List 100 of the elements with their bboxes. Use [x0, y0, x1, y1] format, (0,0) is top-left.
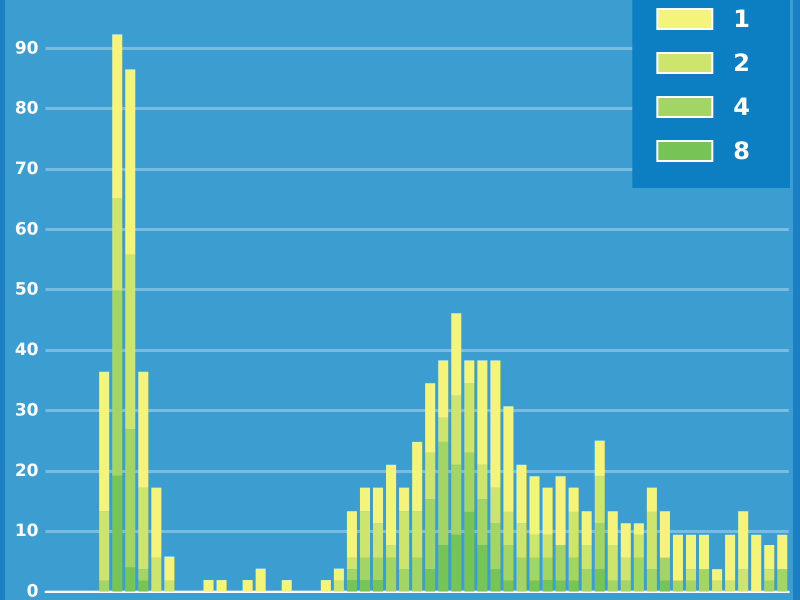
- bar: [516, 523, 526, 558]
- bar: [399, 511, 410, 570]
- bar: [373, 488, 384, 524]
- bar: [660, 511, 670, 558]
- bar: [751, 534, 762, 592]
- bar: [386, 545, 396, 558]
- bar: [594, 440, 605, 476]
- bar: [712, 569, 722, 581]
- bar: [777, 569, 788, 592]
- bar: [360, 488, 370, 512]
- bar: [686, 569, 696, 581]
- bar: [320, 580, 331, 592]
- bar: [556, 580, 566, 592]
- bar: [112, 290, 122, 476]
- bar: [529, 534, 540, 558]
- bar: [660, 558, 670, 581]
- bar: [699, 569, 710, 592]
- bar: [529, 558, 540, 581]
- bar: [464, 383, 474, 453]
- bar: [373, 558, 384, 580]
- bar: [125, 429, 136, 568]
- bar: [138, 569, 148, 581]
- bar: [529, 476, 540, 535]
- bar: [99, 511, 110, 581]
- bar: [634, 523, 644, 535]
- bar: [125, 69, 136, 255]
- y-tick-label: 50: [14, 280, 39, 300]
- legend-label: 4: [733, 93, 750, 121]
- bar: [594, 523, 605, 570]
- y-tick-label: 30: [14, 400, 39, 420]
- bar: [412, 511, 422, 558]
- bar: [399, 488, 410, 512]
- y-tick-label: 70: [14, 159, 39, 179]
- bar: [346, 558, 357, 570]
- bar: [464, 512, 474, 592]
- bar: [582, 545, 592, 570]
- bar: [151, 558, 162, 592]
- bar: [112, 34, 122, 198]
- bar: [620, 523, 631, 558]
- bar: [672, 580, 683, 592]
- bar: [256, 568, 266, 592]
- bar: [451, 464, 462, 535]
- bar: [386, 464, 396, 546]
- bar: [503, 545, 514, 581]
- bar: [334, 568, 344, 581]
- y-tick-label: 20: [14, 460, 39, 481]
- bar: [360, 580, 370, 592]
- bar: [464, 452, 474, 512]
- bar: [608, 580, 618, 592]
- bar: [138, 372, 148, 488]
- bar: [620, 580, 631, 592]
- bar: [608, 545, 618, 581]
- bar: [138, 488, 148, 570]
- bar: [490, 360, 500, 488]
- bar: [568, 580, 579, 592]
- bar: [594, 476, 605, 524]
- bar: [360, 511, 370, 558]
- bar: [738, 511, 748, 570]
- bar: [425, 383, 436, 453]
- y-tick-label: 90: [14, 38, 39, 58]
- bar: [503, 406, 514, 512]
- bar: [568, 488, 579, 512]
- bar: [346, 569, 357, 580]
- bar: [660, 580, 670, 592]
- bar: [425, 452, 436, 500]
- bar: [490, 569, 500, 592]
- y-tick-label: 80: [14, 98, 39, 119]
- bar: [438, 360, 448, 418]
- bar: [516, 464, 526, 524]
- bar: [477, 360, 488, 465]
- bar: [425, 569, 436, 592]
- bar: [672, 534, 683, 581]
- bar: [542, 488, 553, 535]
- bar: [451, 395, 462, 465]
- bar: [738, 569, 748, 592]
- bar: [164, 580, 174, 592]
- bar: [334, 580, 344, 592]
- bar: [125, 567, 136, 592]
- y-tick-label: 60: [14, 219, 39, 240]
- bar: [282, 580, 292, 592]
- bar: [699, 534, 710, 570]
- bar: [764, 580, 774, 592]
- bar: [542, 558, 553, 580]
- y-tick-label: 10: [14, 521, 39, 542]
- bar: [712, 580, 722, 592]
- bar: [646, 512, 657, 570]
- bar: [646, 569, 657, 592]
- bar: [764, 569, 774, 581]
- bar: [529, 580, 540, 592]
- bar: [112, 198, 122, 290]
- bar: [608, 511, 618, 546]
- bar: [412, 442, 422, 512]
- bar: [386, 558, 396, 592]
- bar: [634, 558, 644, 592]
- bar: [346, 580, 357, 592]
- bar: [634, 534, 644, 558]
- bar: [725, 580, 736, 592]
- bar: [477, 464, 488, 500]
- y-tick-label: 0: [26, 582, 39, 600]
- bar: [503, 512, 514, 546]
